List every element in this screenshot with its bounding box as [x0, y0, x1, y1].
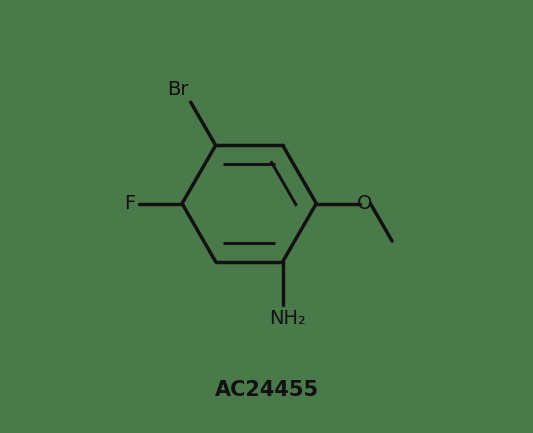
Text: F: F [124, 194, 135, 213]
Text: Br: Br [167, 80, 189, 99]
Text: NH₂: NH₂ [269, 309, 305, 328]
Text: AC24455: AC24455 [214, 380, 319, 400]
Text: O: O [357, 194, 373, 213]
